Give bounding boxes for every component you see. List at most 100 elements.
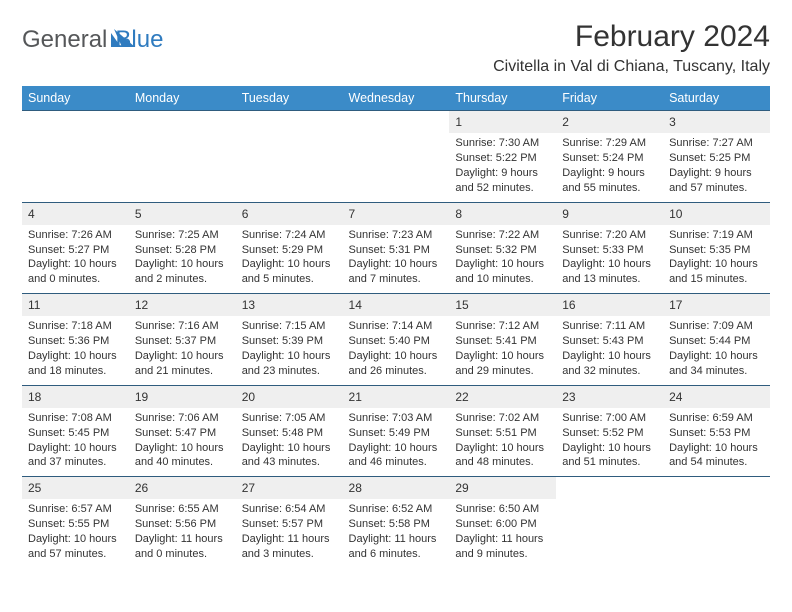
day-number-blank — [343, 111, 450, 133]
calendar-cell: 3Sunrise: 7:27 AMSunset: 5:25 PMDaylight… — [663, 111, 770, 203]
sunset-text: Sunset: 5:47 PM — [135, 426, 230, 441]
sunrise-text: Sunrise: 7:06 AM — [135, 411, 230, 426]
sunset-text: Sunset: 6:00 PM — [455, 517, 550, 532]
calendar-cell: 21Sunrise: 7:03 AMSunset: 5:49 PMDayligh… — [343, 385, 450, 477]
sunrise-text: Sunrise: 6:57 AM — [28, 502, 123, 517]
calendar-cell: 24Sunrise: 6:59 AMSunset: 5:53 PMDayligh… — [663, 385, 770, 477]
sunrise-text: Sunrise: 7:12 AM — [455, 319, 550, 334]
sunrise-text: Sunrise: 6:59 AM — [669, 411, 764, 426]
calendar-cell: 29Sunrise: 6:50 AMSunset: 6:00 PMDayligh… — [449, 477, 556, 568]
logo-text-blue: Blue — [115, 26, 163, 54]
title-block: February 2024 Civitella in Val di Chiana… — [493, 20, 770, 76]
daylight-text: Daylight: 10 hours and 13 minutes. — [562, 257, 657, 287]
calendar-cell: 22Sunrise: 7:02 AMSunset: 5:51 PMDayligh… — [449, 385, 556, 477]
calendar-cell: 8Sunrise: 7:22 AMSunset: 5:32 PMDaylight… — [449, 202, 556, 294]
day-number-blank — [236, 111, 343, 133]
sunrise-text: Sunrise: 7:02 AM — [455, 411, 550, 426]
day-number: 11 — [22, 294, 129, 316]
sunrise-text: Sunrise: 7:09 AM — [669, 319, 764, 334]
day-number: 17 — [663, 294, 770, 316]
sunset-text: Sunset: 5:55 PM — [28, 517, 123, 532]
calendar-cell: 16Sunrise: 7:11 AMSunset: 5:43 PMDayligh… — [556, 294, 663, 386]
calendar-cell: 4Sunrise: 7:26 AMSunset: 5:27 PMDaylight… — [22, 202, 129, 294]
sunset-text: Sunset: 5:58 PM — [349, 517, 444, 532]
sunset-text: Sunset: 5:31 PM — [349, 243, 444, 258]
calendar-cell: 23Sunrise: 7:00 AMSunset: 5:52 PMDayligh… — [556, 385, 663, 477]
sunrise-text: Sunrise: 7:11 AM — [562, 319, 657, 334]
day-number: 22 — [449, 386, 556, 408]
sunset-text: Sunset: 5:39 PM — [242, 334, 337, 349]
day-number-blank — [22, 111, 129, 133]
calendar-week: 1Sunrise: 7:30 AMSunset: 5:22 PMDaylight… — [22, 111, 770, 203]
sunrise-text: Sunrise: 7:15 AM — [242, 319, 337, 334]
sunrise-text: Sunrise: 7:27 AM — [669, 136, 764, 151]
sunset-text: Sunset: 5:27 PM — [28, 243, 123, 258]
day-number: 28 — [343, 477, 450, 499]
calendar-cell: 9Sunrise: 7:20 AMSunset: 5:33 PMDaylight… — [556, 202, 663, 294]
calendar-cell: 18Sunrise: 7:08 AMSunset: 5:45 PMDayligh… — [22, 385, 129, 477]
month-title: February 2024 — [493, 20, 770, 54]
calendar-week: 4Sunrise: 7:26 AMSunset: 5:27 PMDaylight… — [22, 202, 770, 294]
calendar-cell: 26Sunrise: 6:55 AMSunset: 5:56 PMDayligh… — [129, 477, 236, 568]
sunrise-text: Sunrise: 7:20 AM — [562, 228, 657, 243]
day-number: 12 — [129, 294, 236, 316]
day-number: 25 — [22, 477, 129, 499]
sunset-text: Sunset: 5:22 PM — [455, 151, 550, 166]
sunset-text: Sunset: 5:37 PM — [135, 334, 230, 349]
calendar-week: 11Sunrise: 7:18 AMSunset: 5:36 PMDayligh… — [22, 294, 770, 386]
calendar-header-row: Sunday Monday Tuesday Wednesday Thursday… — [22, 86, 770, 111]
calendar-week: 25Sunrise: 6:57 AMSunset: 5:55 PMDayligh… — [22, 477, 770, 568]
sunset-text: Sunset: 5:24 PM — [562, 151, 657, 166]
sunrise-text: Sunrise: 7:30 AM — [455, 136, 550, 151]
day-number: 23 — [556, 386, 663, 408]
sunset-text: Sunset: 5:35 PM — [669, 243, 764, 258]
sunrise-text: Sunrise: 7:23 AM — [349, 228, 444, 243]
daylight-text: Daylight: 10 hours and 57 minutes. — [28, 532, 123, 562]
sunrise-text: Sunrise: 7:19 AM — [669, 228, 764, 243]
sunrise-text: Sunrise: 6:50 AM — [455, 502, 550, 517]
day-number: 3 — [663, 111, 770, 133]
sunset-text: Sunset: 5:44 PM — [669, 334, 764, 349]
sunrise-text: Sunrise: 6:55 AM — [135, 502, 230, 517]
day-header: Saturday — [663, 86, 770, 111]
sunset-text: Sunset: 5:53 PM — [669, 426, 764, 441]
logo-text-gray: General — [22, 26, 107, 54]
header: General Blue February 2024 Civitella in … — [22, 20, 770, 76]
daylight-text: Daylight: 10 hours and 29 minutes. — [455, 349, 550, 379]
daylight-text: Daylight: 10 hours and 40 minutes. — [135, 441, 230, 471]
sunset-text: Sunset: 5:45 PM — [28, 426, 123, 441]
day-number: 2 — [556, 111, 663, 133]
sunrise-text: Sunrise: 7:25 AM — [135, 228, 230, 243]
day-header: Thursday — [449, 86, 556, 111]
day-number: 27 — [236, 477, 343, 499]
calendar-cell — [22, 111, 129, 203]
calendar-cell: 5Sunrise: 7:25 AMSunset: 5:28 PMDaylight… — [129, 202, 236, 294]
daylight-text: Daylight: 10 hours and 26 minutes. — [349, 349, 444, 379]
sunset-text: Sunset: 5:48 PM — [242, 426, 337, 441]
day-number: 4 — [22, 203, 129, 225]
daylight-text: Daylight: 10 hours and 18 minutes. — [28, 349, 123, 379]
calendar-cell: 6Sunrise: 7:24 AMSunset: 5:29 PMDaylight… — [236, 202, 343, 294]
daylight-text: Daylight: 11 hours and 0 minutes. — [135, 532, 230, 562]
day-header: Tuesday — [236, 86, 343, 111]
day-header: Monday — [129, 86, 236, 111]
sunrise-text: Sunrise: 6:52 AM — [349, 502, 444, 517]
daylight-text: Daylight: 11 hours and 3 minutes. — [242, 532, 337, 562]
day-number: 14 — [343, 294, 450, 316]
sunset-text: Sunset: 5:43 PM — [562, 334, 657, 349]
sunrise-text: Sunrise: 7:18 AM — [28, 319, 123, 334]
calendar-cell: 19Sunrise: 7:06 AMSunset: 5:47 PMDayligh… — [129, 385, 236, 477]
daylight-text: Daylight: 10 hours and 48 minutes. — [455, 441, 550, 471]
day-number: 9 — [556, 203, 663, 225]
location: Civitella in Val di Chiana, Tuscany, Ita… — [493, 58, 770, 76]
calendar-cell — [343, 111, 450, 203]
day-number: 5 — [129, 203, 236, 225]
daylight-text: Daylight: 9 hours and 57 minutes. — [669, 166, 764, 196]
calendar-cell: 10Sunrise: 7:19 AMSunset: 5:35 PMDayligh… — [663, 202, 770, 294]
day-number: 7 — [343, 203, 450, 225]
daylight-text: Daylight: 10 hours and 5 minutes. — [242, 257, 337, 287]
sunrise-text: Sunrise: 7:24 AM — [242, 228, 337, 243]
calendar-week: 18Sunrise: 7:08 AMSunset: 5:45 PMDayligh… — [22, 385, 770, 477]
day-number: 15 — [449, 294, 556, 316]
sunset-text: Sunset: 5:28 PM — [135, 243, 230, 258]
